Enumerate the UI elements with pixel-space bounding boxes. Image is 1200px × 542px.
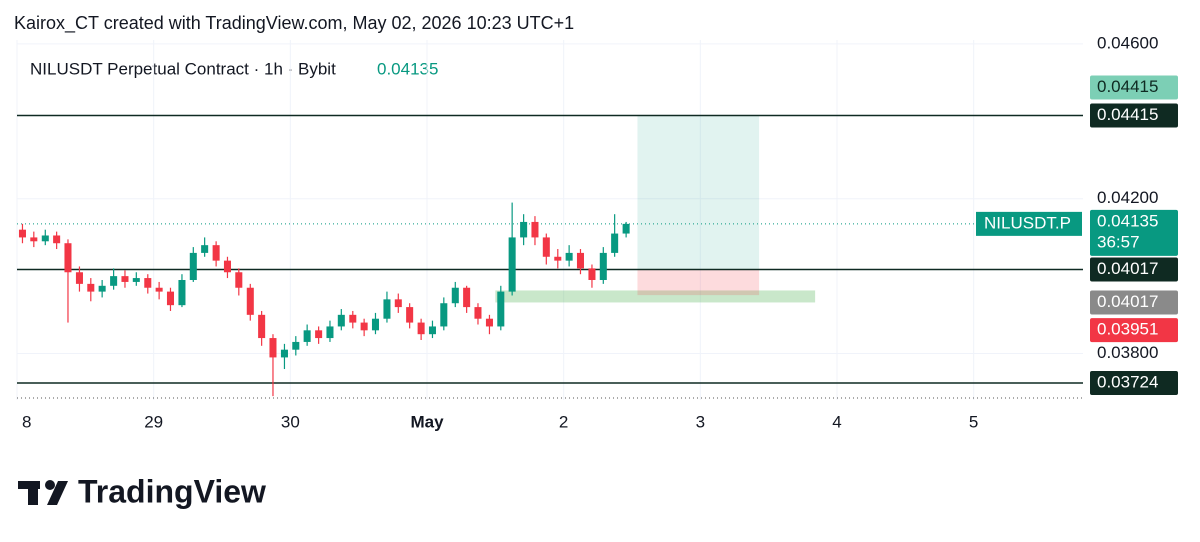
x-tick-label: 5	[969, 412, 978, 431]
last-price-bg	[1090, 209, 1178, 256]
candle-body	[576, 252, 584, 269]
candle-body	[75, 272, 83, 284]
line-price-label-bg	[1090, 370, 1178, 395]
candle-body	[53, 235, 61, 244]
candle-body	[315, 330, 323, 339]
symbol-label-bg	[976, 211, 1082, 236]
candle-body	[406, 307, 414, 323]
y-tick-label: 0.04200	[1097, 188, 1158, 207]
candle-body	[132, 278, 140, 282]
x-tick-label: 2	[559, 412, 568, 431]
header: Kairox_CT created with TradingView.com, …	[14, 13, 574, 34]
legend-price: 0.04135	[377, 59, 438, 78]
position-loss	[637, 269, 760, 296]
candle-body	[440, 303, 448, 327]
candle-body	[611, 233, 619, 253]
candle-body	[98, 285, 106, 292]
candle-body	[508, 237, 516, 292]
stop-label-bg	[1090, 318, 1178, 343]
line-price-label-bg	[1090, 257, 1178, 282]
candle-body	[417, 322, 425, 335]
candle-body	[383, 299, 391, 319]
x-tick-label: 29	[144, 412, 163, 431]
candle-body	[451, 287, 459, 304]
candle-body	[246, 287, 254, 315]
line-price-label: 0.04415	[1097, 105, 1158, 124]
candle-body	[554, 256, 562, 261]
x-tick-label: 3	[696, 412, 705, 431]
x-tick-label: May	[410, 412, 444, 431]
candle-body	[280, 349, 288, 358]
candle-body	[588, 268, 596, 280]
candle-body	[303, 330, 311, 342]
candle-body	[201, 245, 209, 253]
candle-body	[497, 291, 505, 327]
candle-body	[360, 322, 368, 331]
symbol-label: NILUSDT.P	[984, 213, 1071, 232]
candle-body	[18, 229, 26, 238]
zone	[495, 290, 816, 303]
brand-name: TradingView	[78, 473, 266, 509]
target-label: 0.04415	[1097, 77, 1158, 96]
candle-body	[223, 260, 231, 273]
candle-body	[349, 314, 357, 323]
candle-body	[292, 341, 300, 350]
last-price-label: 0.04135	[1097, 211, 1158, 230]
candle-body	[326, 326, 334, 339]
x-tick-label: 4	[832, 412, 841, 431]
candle-body	[155, 287, 163, 292]
candle-body	[41, 235, 49, 242]
candle-body	[599, 252, 607, 280]
candle-body	[121, 276, 129, 282]
position-profit	[637, 115, 760, 270]
countdown: 36:57	[1097, 232, 1140, 251]
line-price-label: 0.03724	[1097, 372, 1158, 391]
candle-body	[531, 221, 539, 238]
candle-body	[110, 276, 118, 286]
candle-body	[428, 326, 436, 335]
x-tick-label: 30	[281, 412, 300, 431]
stop-label: 0.03951	[1097, 320, 1158, 339]
x-tick-label: 8	[22, 412, 31, 431]
candle-body	[212, 245, 220, 261]
candle-body	[542, 237, 550, 257]
candle-body	[30, 237, 38, 242]
chart-title: NILUSDT Perpetual Contract · 1h · Bybit	[30, 59, 336, 78]
target-label-bg	[1090, 75, 1178, 100]
candle-body	[622, 223, 630, 234]
candle-body	[235, 272, 243, 288]
candle-body	[178, 280, 186, 306]
brand-logo	[18, 480, 68, 505]
candle-body	[189, 252, 197, 280]
y-tick-label: 0.03800	[1097, 343, 1158, 362]
candle-body	[371, 318, 379, 331]
candle-body	[269, 338, 277, 358]
candle-body	[474, 307, 482, 319]
line-price-label: 0.04017	[1097, 259, 1158, 278]
candle-body	[463, 287, 471, 308]
candle-body	[565, 252, 573, 261]
candle-body	[64, 243, 72, 273]
entry-label-bg	[1090, 290, 1178, 315]
line-price-label-bg	[1090, 103, 1178, 128]
candle-body	[485, 318, 493, 327]
entry-label: 0.04017	[1097, 292, 1158, 311]
candle-body	[337, 314, 345, 327]
candle-body	[144, 278, 152, 288]
candle-body	[394, 299, 402, 308]
candle-body	[258, 314, 266, 339]
candle-body	[520, 221, 528, 238]
candle-body	[166, 291, 174, 306]
y-tick-label: 0.04600	[1097, 33, 1158, 52]
candle-body	[87, 283, 95, 292]
